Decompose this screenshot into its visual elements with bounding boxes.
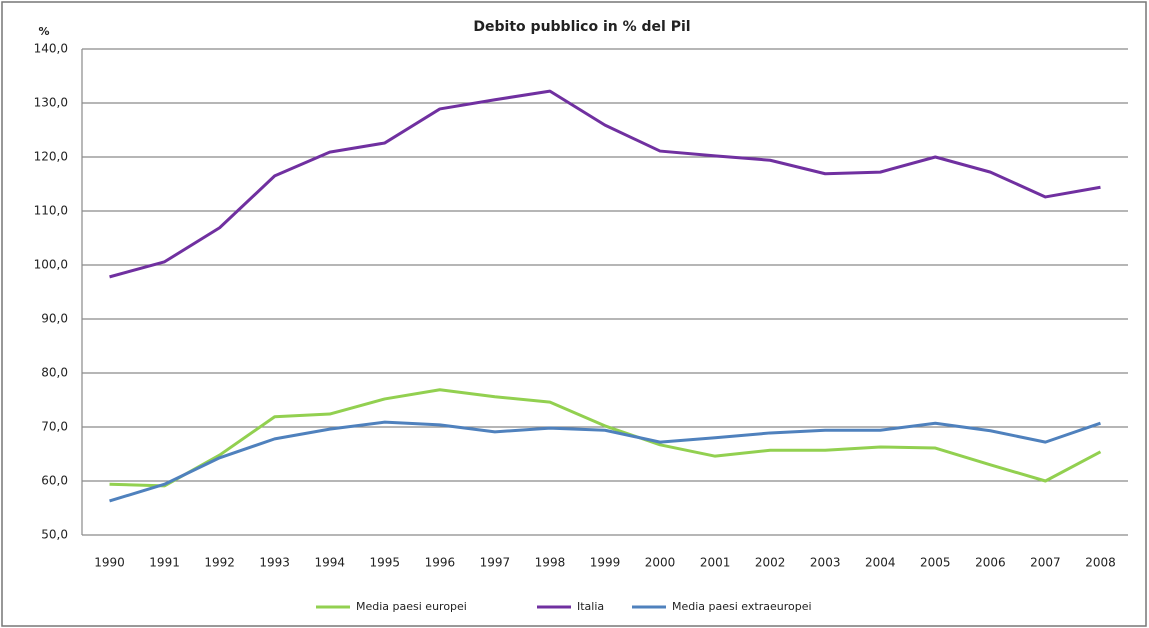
x-tick-label: 1998 bbox=[535, 556, 566, 570]
legend-label: Italia bbox=[577, 600, 604, 613]
x-tick-label: 2008 bbox=[1085, 556, 1116, 570]
x-tick-label: 1991 bbox=[149, 556, 180, 570]
y-axis-label: % bbox=[38, 25, 49, 38]
x-tick-label: 2003 bbox=[810, 556, 841, 570]
x-tick-label: 1995 bbox=[370, 556, 401, 570]
line-series bbox=[109, 89, 1101, 279]
x-tick-label: 1992 bbox=[204, 556, 235, 570]
x-tick-label: 1993 bbox=[259, 556, 290, 570]
x-tick-label: 1999 bbox=[590, 556, 621, 570]
y-tick-label: 70,0 bbox=[41, 420, 68, 434]
x-tick-label: 2000 bbox=[645, 556, 676, 570]
x-tick-label: 1996 bbox=[425, 556, 456, 570]
x-tick-label: 2001 bbox=[700, 556, 731, 570]
x-tick-label: 1997 bbox=[480, 556, 511, 570]
x-tick-label: 1994 bbox=[314, 556, 345, 570]
y-tick-label: 80,0 bbox=[41, 366, 68, 380]
y-tick-label: 90,0 bbox=[41, 312, 68, 326]
y-tick-label: 50,0 bbox=[41, 528, 68, 542]
y-tick-label: 100,0 bbox=[34, 258, 68, 272]
x-tick-label: 2004 bbox=[865, 556, 896, 570]
y-tick-label: 130,0 bbox=[34, 96, 68, 110]
y-tick-label: 140,0 bbox=[34, 42, 68, 56]
y-tick-label: 60,0 bbox=[41, 474, 68, 488]
x-tick-label: 1990 bbox=[94, 556, 125, 570]
y-tick-label: 110,0 bbox=[34, 204, 68, 218]
legend-label: Media paesi extraeuropei bbox=[672, 600, 812, 613]
legend-label: Media paesi europei bbox=[356, 600, 467, 613]
x-tick-label: 2002 bbox=[755, 556, 786, 570]
y-tick-label: 120,0 bbox=[34, 150, 68, 164]
line-series bbox=[109, 420, 1101, 503]
x-tick-label: 2005 bbox=[920, 556, 951, 570]
line-series bbox=[109, 388, 1102, 488]
x-tick-label: 2007 bbox=[1030, 556, 1061, 570]
x-tick-label: 2006 bbox=[975, 556, 1006, 570]
chart-title: Debito pubblico in % del Pil bbox=[473, 19, 690, 35]
